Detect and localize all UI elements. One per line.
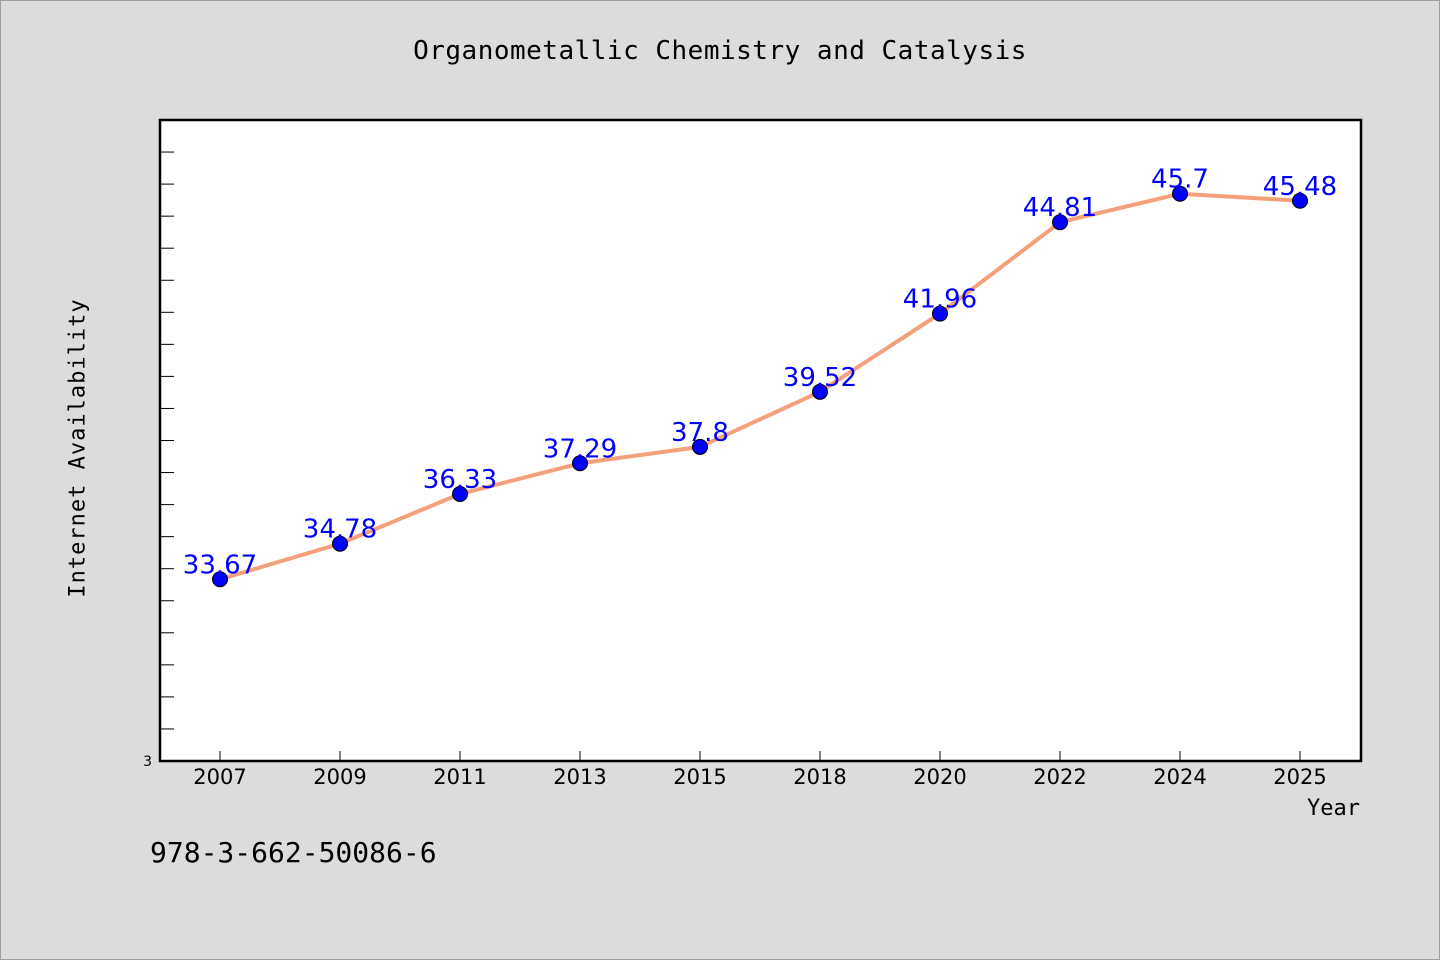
- data-label: 39.52: [783, 363, 857, 393]
- x-tick-label: 2013: [553, 765, 606, 789]
- data-point: [572, 455, 588, 472]
- data-label: 37.8: [671, 418, 729, 448]
- x-tick-label: 2015: [673, 765, 726, 789]
- x-tick-label: 2011: [433, 765, 486, 789]
- x-tick-label: 2025: [1273, 765, 1326, 789]
- data-label: 34.78: [303, 515, 377, 545]
- data-label: 36.33: [423, 465, 497, 495]
- data-label: 33.67: [183, 550, 257, 580]
- plot-area: [158, 118, 1363, 763]
- x-axis-label: Year: [1307, 796, 1360, 821]
- data-point: [332, 535, 348, 552]
- x-tick-label: 2024: [1153, 765, 1206, 789]
- data-label: 37.29: [543, 434, 617, 464]
- data-point: [1052, 214, 1068, 231]
- chart-title: Organometallic Chemistry and Catalysis: [413, 36, 1027, 66]
- data-point: [1292, 192, 1308, 209]
- series-line: [218, 191, 1302, 582]
- data-point: [932, 305, 948, 322]
- data-point: [452, 486, 468, 503]
- data-point: [1172, 185, 1188, 202]
- data-label: 44.81: [1023, 193, 1097, 223]
- data-label: 41.96: [903, 285, 977, 315]
- data-point: [812, 383, 828, 400]
- x-tick-label: 2020: [913, 765, 966, 789]
- x-tick-label: 2007: [193, 765, 246, 789]
- data-point: [212, 571, 228, 588]
- x-tick-label: 2018: [793, 765, 846, 789]
- data-label: 45.48: [1263, 172, 1337, 202]
- x-tick-label: 2009: [313, 765, 366, 789]
- footer-code: 978-3-662-50086-6: [150, 836, 437, 869]
- y-min-tick-label: 3: [143, 754, 152, 770]
- data-point: [692, 438, 708, 455]
- x-tick-label: 2022: [1033, 765, 1086, 789]
- data-label: 45.7: [1151, 165, 1209, 195]
